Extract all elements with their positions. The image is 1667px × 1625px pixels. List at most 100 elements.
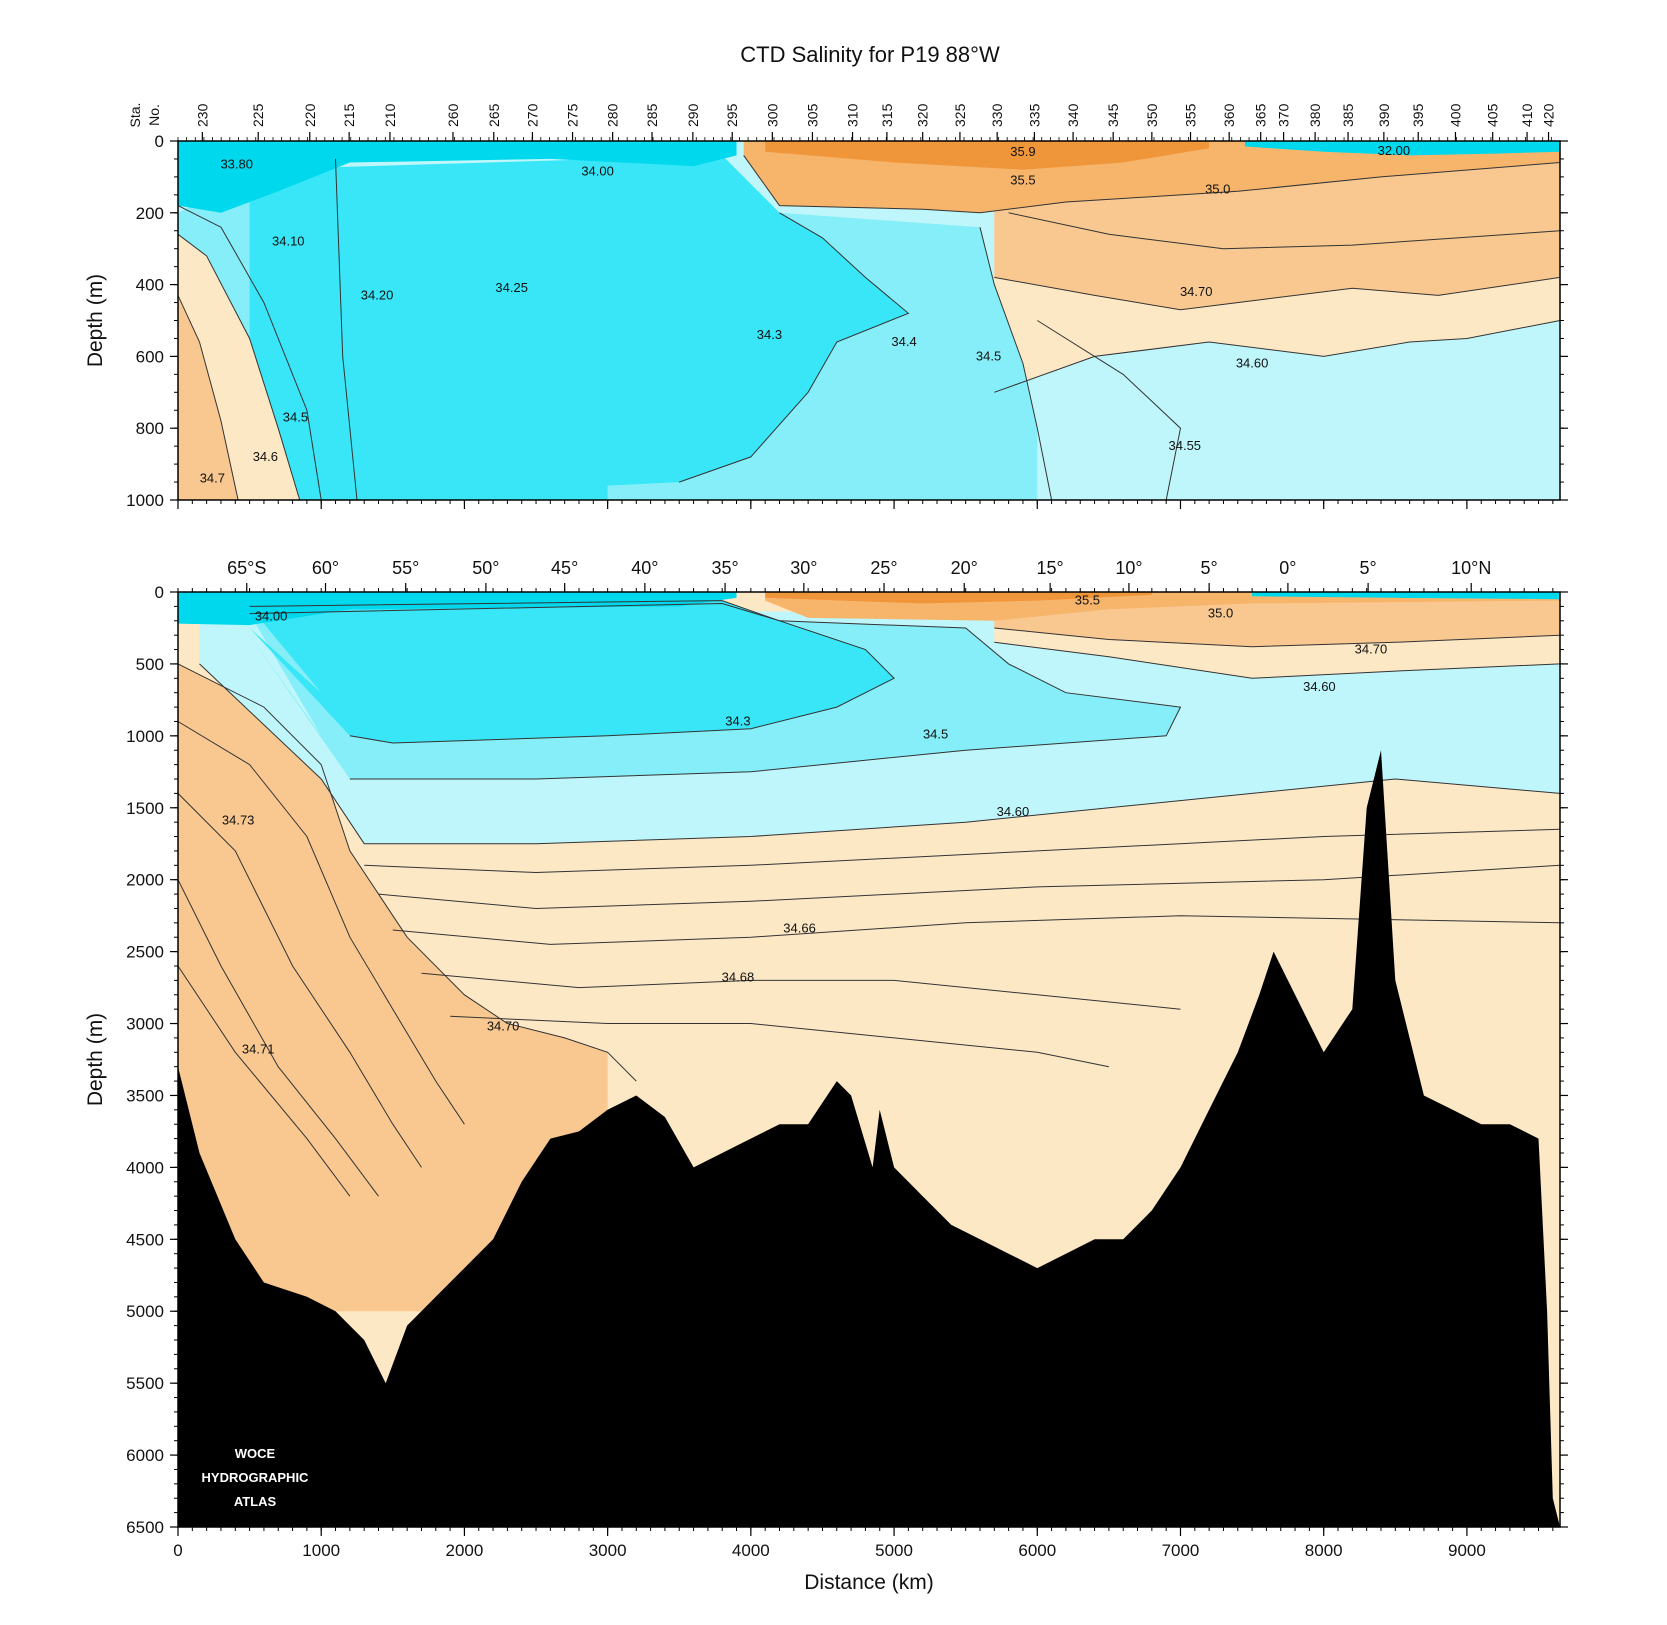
lat-label-10: 15°: [1037, 558, 1064, 578]
upper-contour-3: [743, 155, 1561, 214]
lower-fill-fresh: [249, 600, 895, 743]
woce-atlas-watermark: WOCE HYDROGRAPHIC ATLAS: [202, 1446, 310, 1509]
station-label-23: 350: [1144, 103, 1160, 127]
upper-ytick-label-1: 200: [136, 204, 164, 223]
lat-label-15: 10°N: [1451, 558, 1491, 578]
upper-contour-label-6: 34.10: [272, 234, 305, 249]
station-label-13: 300: [764, 103, 780, 127]
xtick-label-8: 8000: [1305, 1541, 1343, 1560]
upper-salinity-fill: [178, 141, 1560, 501]
upper-contour-9: [335, 158, 358, 501]
lower-contour-label-1: 35.5: [1075, 593, 1100, 608]
lower-ytick-label-13: 6500: [126, 1518, 164, 1537]
upper-contour-label-0: 33.80: [220, 156, 253, 171]
lower-contour-label-3: 34.70: [1355, 642, 1388, 657]
lower-y-axis: 0 500 1000 1500 2000 2500 3000 3500 4000 4500 5000…: [126, 583, 1568, 1537]
lower-contour-label-9: 34.66: [783, 921, 816, 936]
upper-contour-label-14: 34.5: [283, 409, 308, 424]
station-label-19: 330: [989, 103, 1005, 127]
station-label-18: 325: [952, 103, 968, 127]
station-label-2: 220: [302, 103, 318, 127]
upper-contour-label-5: 32.00: [1378, 143, 1411, 158]
lower-contour-label-0: 34.00: [255, 608, 288, 623]
upper-contour-8: [1037, 320, 1182, 501]
station-label-4: 210: [382, 103, 398, 127]
lower-contour-13: [994, 641, 1561, 679]
lower-ytick-label-9: 4500: [126, 1230, 164, 1249]
lower-contour-label-12: 34.71: [242, 1041, 275, 1056]
lower-ytick-label-2: 1000: [126, 727, 164, 746]
lower-contour-4: [177, 965, 351, 1197]
upper-contour-6: [679, 212, 910, 483]
lat-label-11: 10°: [1115, 558, 1142, 578]
lat-label-13: 0°: [1279, 558, 1296, 578]
station-label-9: 280: [605, 103, 621, 127]
station-label-33: 405: [1485, 103, 1501, 127]
upper-contour-label-10: 34.3: [757, 327, 782, 342]
lat-label-3: 50°: [472, 558, 499, 578]
station-label-21: 340: [1065, 103, 1081, 127]
upper-ytick-label-4: 800: [136, 419, 164, 438]
station-label-1: 225: [250, 103, 266, 127]
chart-title: CTD Salinity for P19 88°W: [740, 42, 1000, 67]
lower-ytick-label-5: 2500: [126, 943, 164, 962]
lower-y-axis-label: Depth (m): [84, 1013, 107, 1106]
lower-ytick-label-1: 500: [136, 655, 164, 674]
lower-fill-equator-fresh: [1252, 592, 1560, 600]
upper-contour-4: [994, 276, 1561, 311]
station-label-11: 290: [685, 103, 701, 127]
upper-contour-label-8: 34.25: [495, 280, 528, 295]
lower-ytick-label-3: 1500: [126, 799, 164, 818]
upper-fill-equator-fresh: [1244, 141, 1560, 156]
station-axis-label-2: No.: [146, 104, 162, 126]
lat-label-14: 5°: [1359, 558, 1376, 578]
xtick-label-7: 7000: [1162, 1541, 1200, 1560]
lower-contour-labels: 34.00 35.5 35.0 34.70 34.60 34.3 34.5 34.60 34.7…: [222, 593, 1387, 1057]
lower-contour-label-8: 34.73: [222, 813, 255, 828]
station-label-26: 365: [1253, 103, 1269, 127]
station-label-15: 310: [845, 103, 861, 127]
watermark-line-1: WOCE: [235, 1446, 276, 1461]
station-label-8: 275: [565, 103, 581, 127]
lower-contour-label-7: 34.60: [997, 804, 1030, 819]
upper-contour-label-2: 35.9: [1010, 144, 1035, 159]
upper-contour-label-16: 34.6: [253, 449, 278, 464]
station-label-14: 305: [804, 103, 820, 127]
lat-label-9: 20°: [951, 558, 978, 578]
station-label-24: 355: [1183, 103, 1199, 127]
station-label-3: 215: [341, 103, 357, 127]
lower-contour-10: [450, 1015, 1109, 1068]
upper-contour-2: [177, 205, 322, 501]
upper-ytick-label-0: 0: [155, 132, 164, 151]
lower-contour-6: [364, 828, 1561, 874]
lower-ytick-label-0: 0: [155, 583, 164, 602]
upper-contour-label-4: 35.0: [1205, 181, 1230, 196]
lat-label-4: 45°: [551, 558, 578, 578]
station-label-10: 285: [644, 103, 660, 127]
station-label-35: 420: [1541, 103, 1557, 127]
xtick-label-0: 0: [173, 1541, 182, 1560]
station-axis: 230 225 220 215 210 260 265 270 275 280 285 290 295 3…: [177, 103, 1557, 141]
lat-label-6: 35°: [711, 558, 738, 578]
upper-contour-label-11: 34.4: [891, 334, 916, 349]
x-axis-label: Distance (km): [804, 1571, 934, 1594]
station-label-17: 320: [915, 103, 931, 127]
upper-y-axis: 0 200 400 600 800 1000: [126, 132, 1568, 510]
lower-contour-3: [177, 879, 379, 1197]
lat-label-0: 65°S: [227, 558, 266, 578]
station-label-12: 295: [724, 103, 740, 127]
xtick-label-6: 6000: [1018, 1541, 1056, 1560]
upper-contour-label-1: 34.00: [581, 164, 614, 179]
lower-contour-9: [421, 972, 1181, 1010]
lower-panel: 34.00 35.5 35.0 34.70 34.60 34.3 34.5 34.60 34.7…: [84, 500, 1568, 1594]
upper-fill-salty: [994, 162, 1560, 310]
station-label-0: 230: [194, 103, 210, 127]
upper-contour-label-15: 34.55: [1169, 438, 1202, 453]
lower-contour-2: [177, 793, 422, 1168]
xtick-label-5: 5000: [875, 1541, 913, 1560]
station-label-7: 270: [524, 103, 540, 127]
upper-contour-label-13: 34.60: [1236, 356, 1269, 371]
upper-panel: 33.80 34.00 35.9 35.5 35.0 32.00 34.10 34.20 34.…: [84, 103, 1568, 510]
lower-contour-label-10: 34.68: [722, 970, 755, 985]
